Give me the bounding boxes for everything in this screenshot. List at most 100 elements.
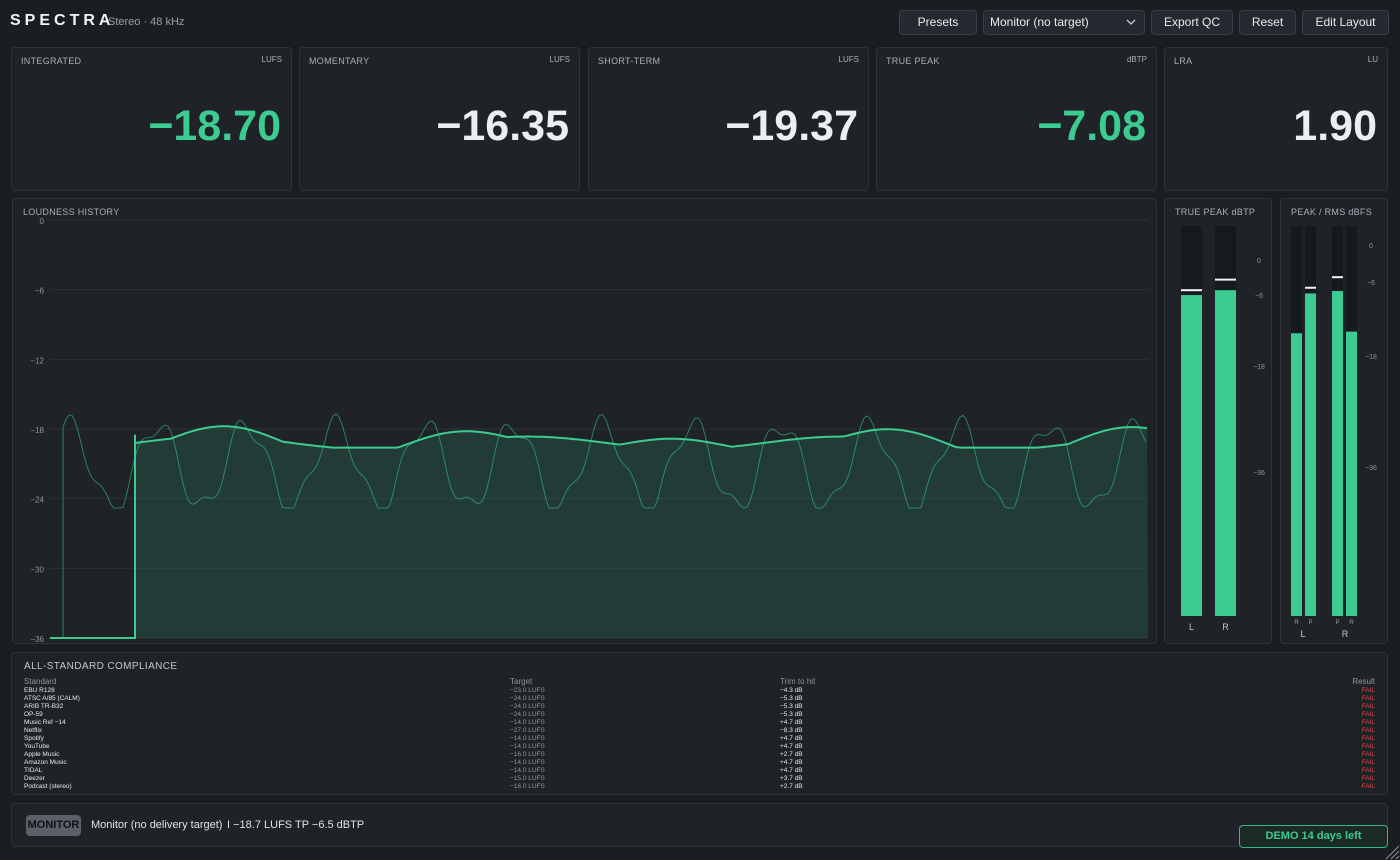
channel-label: R (1342, 629, 1349, 639)
resize-grip-icon[interactable] (1382, 842, 1400, 860)
cell-trim: +4.7 dB (780, 719, 803, 726)
column-header-result: Result (1352, 677, 1375, 686)
true-peak-meters: L R 0 −6 −18 −36 (1181, 226, 1265, 632)
table-row: ARIB TR-B32 −24.0 LUFS −5.3 dB FAIL (12, 703, 1387, 711)
y-tick-label: −24 (30, 496, 44, 505)
cell-standard: YouTube (24, 743, 50, 750)
cell-standard: Amazon Music (24, 759, 67, 766)
table-row: YouTube −14.0 LUFS +4.7 dB FAIL (12, 743, 1387, 751)
target-select[interactable]: Monitor (no target) (983, 10, 1145, 35)
bar-type-label: P (1308, 620, 1312, 626)
meter-label: SHORT-TERM (598, 56, 661, 66)
scale-label: 0 (1369, 243, 1373, 250)
cell-trim: −5.3 dB (780, 711, 803, 718)
cell-standard: Apple Music (24, 751, 60, 758)
meter-card-short-term: SHORT-TERM LUFS −19.37 (588, 47, 869, 191)
peak-hold-marker (1332, 276, 1343, 279)
cell-trim: −4.3 dB (780, 687, 803, 694)
cell-standard: EBU R128 (24, 687, 55, 694)
meter-value: 1.90 (1293, 102, 1377, 150)
meter-unit: LUFS (549, 55, 570, 64)
meter-card-momentary: MOMENTARY LUFS −16.35 (299, 47, 580, 191)
cell-target: −24.0 LUFS (510, 695, 545, 702)
peak-hold-marker (1181, 289, 1202, 292)
cell-trim: +4.7 dB (780, 759, 803, 766)
cell-result: FAIL (1361, 703, 1375, 710)
cell-target: −14.0 LUFS (510, 719, 545, 726)
scale-label: −18 (1253, 364, 1265, 371)
top-bar: SPECTRA Stereo · 48 kHz Presets Monitor … (0, 0, 1400, 44)
export-qc-button[interactable]: Export QC (1151, 10, 1233, 35)
peak-rms-meters: R P P RL R0−6−18−36 (1291, 226, 1377, 639)
y-tick-label: −6 (35, 287, 45, 296)
status-integrated: I −18.7 LUFS (227, 819, 293, 831)
y-tick-label: −30 (30, 565, 44, 574)
short-term-trace (50, 425, 1148, 639)
cell-standard: TIDAL (24, 767, 43, 774)
meter-value: −19.37 (725, 102, 858, 150)
edit-layout-button[interactable]: Edit Layout (1302, 10, 1389, 35)
loudness-history-panel: LOUDNESS HISTORY 0 −6 −12 −18 −24 −30 −36 (12, 198, 1157, 644)
meter-bar (1332, 291, 1343, 616)
bar-type-label: R (1349, 620, 1354, 626)
meter-unit: LUFS (261, 55, 282, 64)
cell-trim: −5.3 dB (780, 703, 803, 710)
presets-button[interactable]: Presets (899, 10, 977, 35)
peak-hold-marker (1215, 278, 1236, 281)
cell-standard: Music Ref −14 (24, 719, 66, 726)
cell-result: FAIL (1361, 727, 1375, 734)
cell-target: −16.0 LUFS (510, 751, 545, 758)
meter-card-lra: LRA LU 1.90 (1164, 47, 1388, 191)
cell-standard: OP-59 (24, 711, 43, 718)
meter-bar (1291, 333, 1302, 616)
reset-button[interactable]: Reset (1239, 10, 1296, 35)
cell-standard: Netflix (24, 727, 43, 734)
scale-label: 0 (1257, 258, 1261, 265)
compliance-panel: ALL-STANDARD COMPLIANCE Standard Target … (11, 652, 1388, 795)
peak-hold-marker (1305, 286, 1316, 289)
scale-label: −18 (1365, 354, 1377, 361)
cell-target: −14.0 LUFS (510, 759, 545, 766)
audio-format-label: Stereo · 48 kHz (108, 16, 185, 28)
cell-target: −23.0 LUFS (510, 687, 545, 694)
cell-result: FAIL (1361, 759, 1375, 766)
cell-trim: +4.7 dB (780, 735, 803, 742)
loudness-history-graph[interactable]: 0 −6 −12 −18 −24 −30 −36 (13, 199, 1158, 645)
y-tick-label: 0 (40, 217, 45, 226)
meter-bar (1181, 295, 1202, 616)
scale-label: −6 (1255, 293, 1263, 300)
status-true-peak: TP −6.5 dBTP (295, 819, 365, 831)
meter-card-integrated: INTEGRATED LUFS −18.70 (11, 47, 292, 191)
cell-trim: +2.7 dB (780, 783, 803, 790)
cell-target: −27.0 LUFS (510, 727, 545, 734)
table-row: Deezer −15.0 LUFS +3.7 dB FAIL (12, 775, 1387, 783)
table-row: Apple Music −16.0 LUFS +2.7 dB FAIL (12, 751, 1387, 759)
channel-label: L (1189, 622, 1194, 632)
meter-value: −7.08 (1037, 102, 1146, 150)
cell-target: −14.0 LUFS (510, 767, 545, 774)
cell-standard: ARIB TR-B32 (24, 703, 64, 710)
scale-label: −6 (1367, 280, 1375, 287)
cell-result: FAIL (1361, 687, 1375, 694)
cell-target: −14.0 LUFS (510, 743, 545, 750)
channel-label: R (1222, 622, 1229, 632)
status-bar: MONITOR Monitor (no delivery target) I −… (11, 803, 1388, 847)
cell-trim: +3.7 dB (780, 775, 803, 782)
demo-badge[interactable]: DEMO 14 days left (1239, 825, 1388, 848)
cell-target: −14.0 LUFS (510, 735, 545, 742)
table-row: TIDAL −14.0 LUFS +4.7 dB FAIL (12, 767, 1387, 775)
cell-result: FAIL (1361, 767, 1375, 774)
cell-trim: +2.7 dB (780, 751, 803, 758)
cell-result: FAIL (1361, 711, 1375, 718)
chevron-down-icon (1126, 11, 1136, 43)
short-term-area (135, 426, 1148, 638)
panel-title: PEAK / RMS dBFS (1291, 207, 1373, 217)
table-row: Spotify −14.0 LUFS +4.7 dB FAIL (12, 735, 1387, 743)
meter-card-true-peak: TRUE PEAK dBTP −7.08 (876, 47, 1157, 191)
cell-result: FAIL (1361, 743, 1375, 750)
table-row: ATSC A/85 (CALM) −24.0 LUFS −5.3 dB FAIL (12, 695, 1387, 703)
cell-trim: +4.7 dB (780, 743, 803, 750)
cell-result: FAIL (1361, 735, 1375, 742)
channel-label: L (1300, 629, 1305, 639)
true-peak-panel: TRUE PEAK dBTP L R 0 −6 −18 −36 (1164, 198, 1272, 644)
